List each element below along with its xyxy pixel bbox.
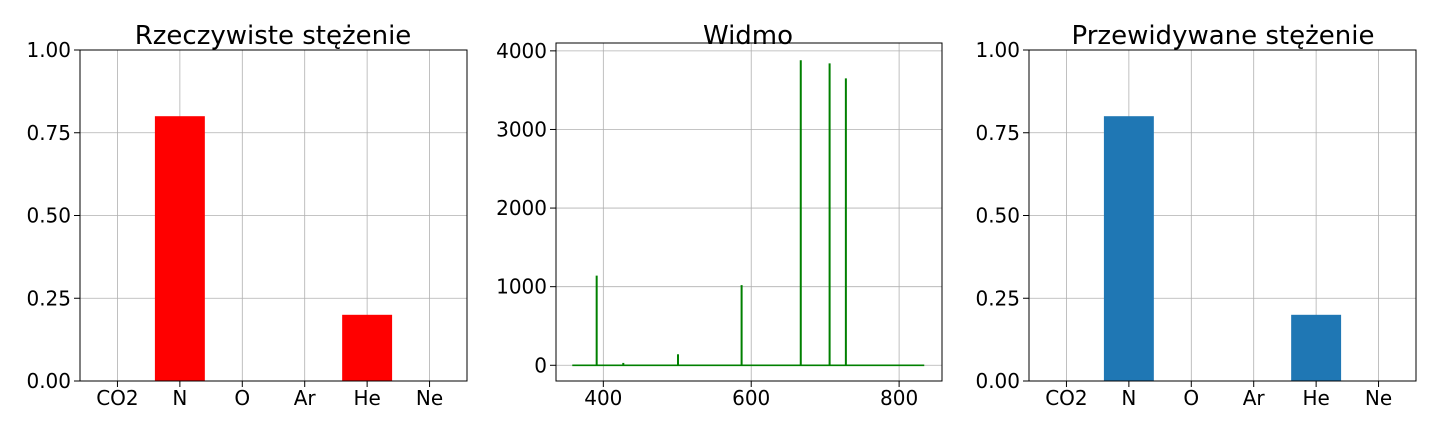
y-tick-label: 1000 xyxy=(496,275,547,299)
x-tick-label: O xyxy=(234,386,250,410)
y-tick-label: 1.00 xyxy=(26,38,71,62)
bars-predicted xyxy=(1103,116,1342,381)
grid-spectrum xyxy=(556,43,942,381)
x-tick-label: N xyxy=(172,386,187,410)
x-tick-label: CO2 xyxy=(96,386,138,410)
bar-he xyxy=(1291,314,1342,381)
x-tick-label: He xyxy=(353,386,380,410)
chart-title-spectrum: Widmo xyxy=(703,21,793,51)
plot-frame-actual xyxy=(79,49,468,382)
y-tick-label: 0.75 xyxy=(975,121,1020,145)
y-tick-label: 2000 xyxy=(496,196,547,220)
axes-predicted: 0.00 0.25 0.50 0.75 1.00 CO2 N O Ar He Ne xyxy=(975,38,1392,410)
grid-actual xyxy=(80,49,467,382)
y-tick-label: 0.50 xyxy=(26,204,71,228)
chart-spectrum: Widmo 0 1000 2000 3000 4000 400 600 800 xyxy=(496,21,943,410)
x-tick-label: Ar xyxy=(294,386,317,410)
y-tick-label: 0 xyxy=(534,353,547,377)
y-tick-label: 0.50 xyxy=(975,204,1020,228)
x-tick-label: 400 xyxy=(584,386,622,410)
plot-frame-spectrum xyxy=(555,42,943,382)
grid-predicted xyxy=(1029,49,1416,382)
y-tick-label: 0.00 xyxy=(26,369,71,393)
x-tick-label: N xyxy=(1121,386,1136,410)
y-tick-label: 3000 xyxy=(496,117,547,141)
x-tick-label: Ne xyxy=(1365,386,1392,410)
y-tick-label: 0.25 xyxy=(26,286,71,310)
chart-title-predicted: Przewidywane stężenie xyxy=(1072,21,1375,51)
bars-actual xyxy=(154,116,393,381)
y-tick-label: 1.00 xyxy=(975,38,1020,62)
bar-n xyxy=(154,116,205,381)
x-tick-label: 800 xyxy=(880,386,918,410)
chart-actual-concentration: Rzeczywiste stężenie 0.00 0.25 0.50 0.75 1.0… xyxy=(26,21,468,410)
axes-spectrum: 0 1000 2000 3000 4000 400 600 800 xyxy=(496,39,918,410)
plot-frame-predicted xyxy=(1028,49,1417,382)
y-tick-label: 0.75 xyxy=(26,121,71,145)
x-tick-label: CO2 xyxy=(1045,386,1087,410)
y-tick-label: 0.25 xyxy=(975,286,1020,310)
y-tick-label: 4000 xyxy=(496,39,547,63)
chart-predicted-concentration: Przewidywane stężenie 0.00 0.25 0.50 0.75 1.… xyxy=(975,21,1417,410)
bar-n xyxy=(1103,116,1154,381)
chart-title-actual: Rzeczywiste stężenie xyxy=(135,21,412,51)
x-tick-label: He xyxy=(1302,386,1329,410)
x-tick-label: Ar xyxy=(1243,386,1266,410)
x-tick-label: Ne xyxy=(416,386,443,410)
spectrum-series xyxy=(572,60,925,367)
x-tick-label: 600 xyxy=(732,386,770,410)
bar-he xyxy=(342,314,393,381)
y-tick-label: 0.00 xyxy=(975,369,1020,393)
axes-actual: 0.00 0.25 0.50 0.75 1.00 CO2 N O Ar He Ne xyxy=(26,38,443,410)
x-tick-label: O xyxy=(1183,386,1199,410)
